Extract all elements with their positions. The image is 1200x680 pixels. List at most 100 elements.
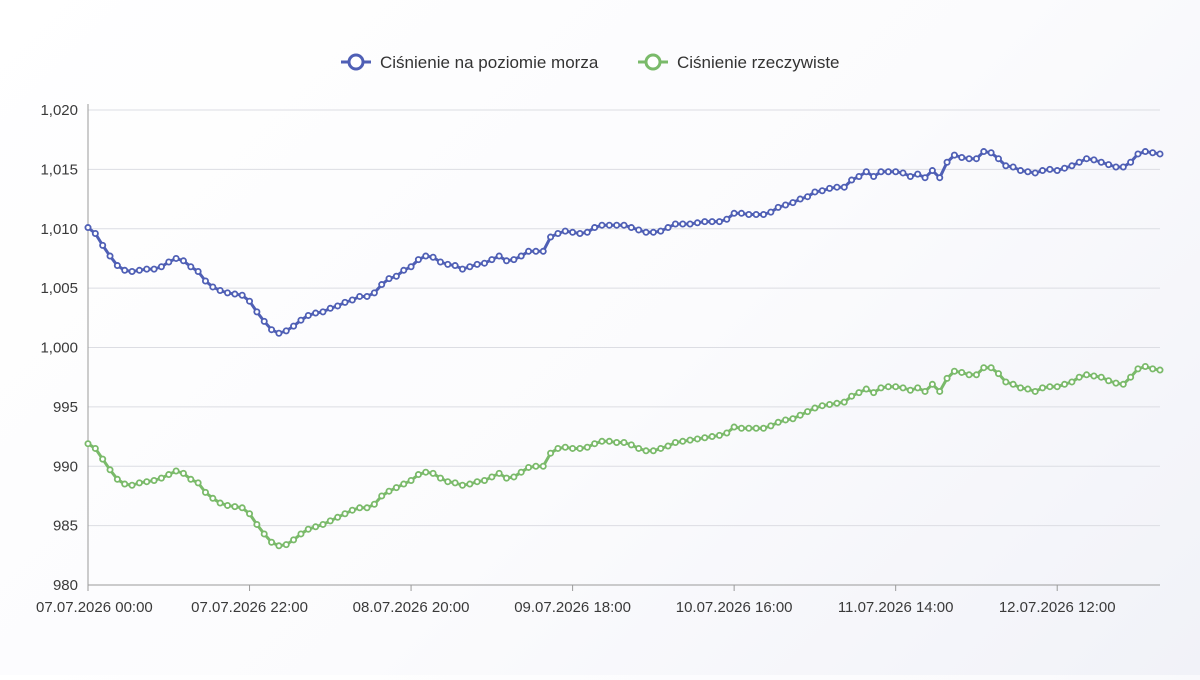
- data-point-actual[interactable]: [760, 424, 768, 432]
- data-point-sea-level[interactable]: [143, 265, 151, 273]
- data-point-sea-level[interactable]: [833, 183, 841, 191]
- data-point-sea-level[interactable]: [510, 256, 518, 264]
- data-point-sea-level[interactable]: [730, 209, 738, 217]
- data-point-sea-level[interactable]: [84, 224, 92, 232]
- data-point-sea-level[interactable]: [304, 311, 312, 319]
- data-point-actual[interactable]: [304, 525, 312, 533]
- data-point-actual[interactable]: [679, 437, 687, 445]
- data-point-sea-level[interactable]: [422, 252, 430, 260]
- data-point-actual[interactable]: [458, 481, 466, 489]
- data-point-sea-level[interactable]: [312, 309, 320, 317]
- data-point-actual[interactable]: [752, 424, 760, 432]
- data-point-actual[interactable]: [517, 468, 525, 476]
- data-point-actual[interactable]: [297, 530, 305, 538]
- data-point-actual[interactable]: [1112, 379, 1120, 387]
- data-point-sea-level[interactable]: [1119, 163, 1127, 171]
- data-point-actual[interactable]: [701, 434, 709, 442]
- data-point-sea-level[interactable]: [877, 168, 885, 176]
- data-point-actual[interactable]: [994, 370, 1002, 378]
- data-point-actual[interactable]: [877, 384, 885, 392]
- data-point-sea-level[interactable]: [319, 308, 327, 316]
- data-point-actual[interactable]: [958, 368, 966, 376]
- data-point-actual[interactable]: [1075, 373, 1083, 381]
- data-point-actual[interactable]: [642, 447, 650, 455]
- data-point-actual[interactable]: [282, 541, 290, 549]
- data-point-actual[interactable]: [1061, 380, 1069, 388]
- data-point-actual[interactable]: [598, 437, 606, 445]
- data-point-sea-level[interactable]: [613, 221, 621, 229]
- data-point-sea-level[interactable]: [370, 289, 378, 297]
- data-point-actual[interactable]: [569, 444, 577, 452]
- data-point-sea-level[interactable]: [928, 167, 936, 175]
- data-point-actual[interactable]: [128, 481, 136, 489]
- data-point-sea-level[interactable]: [1016, 167, 1024, 175]
- data-point-actual[interactable]: [591, 440, 599, 448]
- data-point-actual[interactable]: [444, 478, 452, 486]
- data-point-sea-level[interactable]: [848, 176, 856, 184]
- data-point-actual[interactable]: [1090, 372, 1098, 380]
- data-point-sea-level[interactable]: [473, 260, 481, 268]
- data-point-sea-level[interactable]: [994, 155, 1002, 163]
- data-point-actual[interactable]: [312, 523, 320, 531]
- data-point-sea-level[interactable]: [958, 153, 966, 161]
- data-point-sea-level[interactable]: [1149, 149, 1157, 157]
- data-point-sea-level[interactable]: [99, 241, 107, 249]
- data-point-sea-level[interactable]: [649, 228, 657, 236]
- data-point-sea-level[interactable]: [1090, 156, 1098, 164]
- data-point-actual[interactable]: [1024, 385, 1032, 393]
- data-point-actual[interactable]: [796, 411, 804, 419]
- data-point-sea-level[interactable]: [135, 266, 143, 274]
- data-point-actual[interactable]: [143, 478, 151, 486]
- data-point-sea-level[interactable]: [605, 221, 613, 229]
- data-point-sea-level[interactable]: [224, 289, 232, 297]
- data-point-sea-level[interactable]: [246, 297, 254, 305]
- data-point-sea-level[interactable]: [503, 257, 511, 265]
- data-point-actual[interactable]: [473, 478, 481, 486]
- data-point-actual[interactable]: [1068, 378, 1076, 386]
- data-point-sea-level[interactable]: [715, 218, 723, 226]
- data-point-actual[interactable]: [224, 501, 232, 509]
- data-point-sea-level[interactable]: [385, 275, 393, 283]
- data-point-actual[interactable]: [1156, 366, 1164, 374]
- data-point-actual[interactable]: [664, 442, 672, 450]
- legend-item-sea-level[interactable]: Ciśnienie na poziomie morza: [341, 53, 599, 72]
- data-point-actual[interactable]: [745, 424, 753, 432]
- data-point-sea-level[interactable]: [268, 326, 276, 334]
- data-point-actual[interactable]: [804, 408, 812, 416]
- data-point-actual[interactable]: [356, 504, 364, 512]
- data-point-actual[interactable]: [216, 499, 224, 507]
- data-point-sea-level[interactable]: [987, 149, 995, 157]
- data-point-actual[interactable]: [950, 367, 958, 375]
- data-point-sea-level[interactable]: [172, 254, 180, 262]
- data-point-actual[interactable]: [187, 475, 195, 483]
- data-point-sea-level[interactable]: [414, 256, 422, 264]
- data-point-actual[interactable]: [503, 474, 511, 482]
- data-point-sea-level[interactable]: [789, 199, 797, 207]
- data-point-sea-level[interactable]: [187, 263, 195, 271]
- data-point-actual[interactable]: [466, 480, 474, 488]
- data-point-actual[interactable]: [635, 444, 643, 452]
- data-point-actual[interactable]: [965, 371, 973, 379]
- data-point-actual[interactable]: [723, 429, 731, 437]
- data-point-actual[interactable]: [892, 383, 900, 391]
- data-point-sea-level[interactable]: [620, 221, 628, 229]
- data-point-sea-level[interactable]: [627, 224, 635, 232]
- data-point-sea-level[interactable]: [686, 220, 694, 228]
- data-point-actual[interactable]: [326, 517, 334, 525]
- data-point-sea-level[interactable]: [950, 151, 958, 159]
- data-point-actual[interactable]: [708, 433, 716, 441]
- data-point-actual[interactable]: [194, 479, 202, 487]
- data-point-actual[interactable]: [495, 469, 503, 477]
- data-point-sea-level[interactable]: [451, 262, 459, 270]
- data-point-sea-level[interactable]: [804, 193, 812, 201]
- data-point-actual[interactable]: [855, 389, 863, 397]
- data-point-actual[interactable]: [1149, 365, 1157, 373]
- data-point-actual[interactable]: [686, 436, 694, 444]
- data-point-sea-level[interactable]: [921, 174, 929, 182]
- data-point-actual[interactable]: [715, 431, 723, 439]
- data-point-sea-level[interactable]: [855, 172, 863, 180]
- data-point-sea-level[interactable]: [569, 228, 577, 236]
- data-point-actual[interactable]: [613, 438, 621, 446]
- data-point-sea-level[interactable]: [884, 168, 892, 176]
- data-point-actual[interactable]: [370, 500, 378, 508]
